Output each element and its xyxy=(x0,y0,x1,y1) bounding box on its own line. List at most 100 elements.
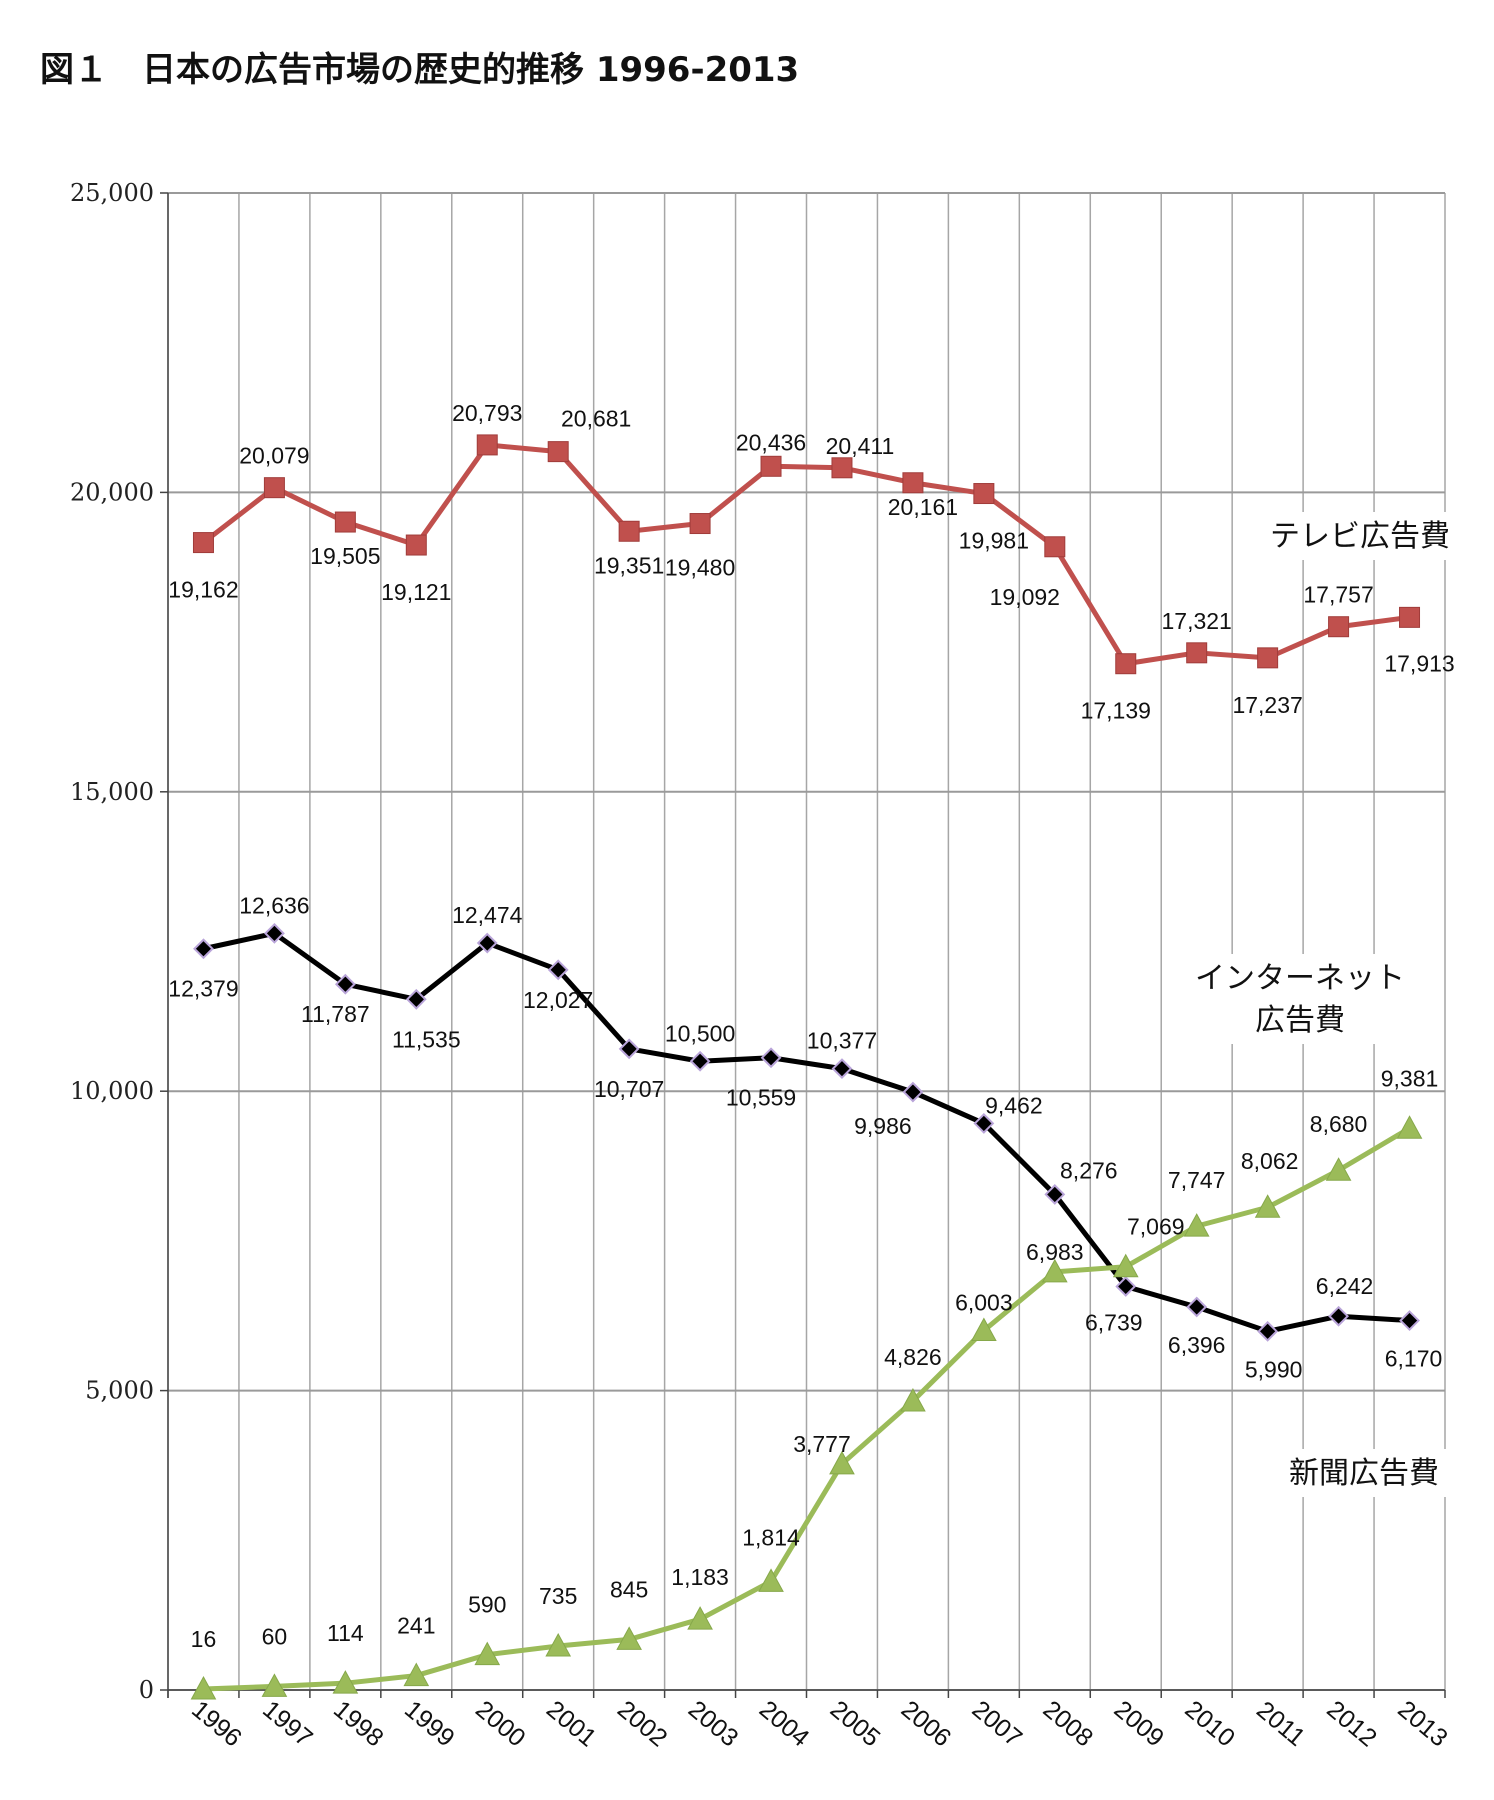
x-tick-label: 1996 xyxy=(186,1695,247,1752)
internet-point-1998 xyxy=(332,1670,359,1694)
internet-point-2010 xyxy=(1183,1213,1210,1237)
x-tick-label: 1997 xyxy=(257,1695,318,1752)
tv-data-label-2009: 17,139 xyxy=(1081,698,1151,724)
tv-point-2009 xyxy=(1115,653,1137,675)
internet-series-label: インターネット xyxy=(1195,961,1405,996)
newspaper-data-label-1999: 11,535 xyxy=(392,1026,461,1052)
tv-point-2010 xyxy=(1186,642,1208,664)
newspaper-data-label-2002: 10,707 xyxy=(594,1076,664,1102)
internet-point-2013 xyxy=(1396,1115,1423,1139)
internet-data-label-1999: 241 xyxy=(397,1613,435,1639)
internet-point-2012 xyxy=(1325,1157,1352,1181)
x-tick-label: 2003 xyxy=(683,1695,744,1752)
tv-data-label-2004: 20,436 xyxy=(736,429,806,455)
tv-data-label-2011: 17,237 xyxy=(1232,692,1302,718)
tv-point-2012 xyxy=(1328,616,1350,638)
internet-data-label-2002: 845 xyxy=(610,1576,648,1602)
tv-data-label-2001: 20,681 xyxy=(561,406,631,432)
grid xyxy=(160,192,1446,1698)
newspaper-data-label-2006: 9,986 xyxy=(854,1113,912,1139)
newspaper-data-label-2010: 6,396 xyxy=(1168,1332,1226,1358)
newspaper-data-label-2000: 12,474 xyxy=(452,902,523,928)
x-tick-label: 2010 xyxy=(1180,1695,1241,1752)
tv-point-2007 xyxy=(973,483,995,505)
internet-data-label-2011: 8,062 xyxy=(1241,1148,1299,1174)
y-tick-label: 20,000 xyxy=(70,478,154,506)
tv-data-label-1996: 19,162 xyxy=(168,577,238,603)
x-tick-label: 2002 xyxy=(612,1695,673,1752)
internet-point-2002 xyxy=(616,1626,642,1650)
newspaper-data-label-2003: 10,500 xyxy=(665,1020,735,1046)
newspaper-data-label-2012: 6,242 xyxy=(1316,1273,1374,1299)
internet-point-2003 xyxy=(687,1606,713,1630)
series-markers xyxy=(190,434,1423,1700)
newspaper-point-2012 xyxy=(1328,1305,1349,1327)
y-tick-label: 15,000 xyxy=(70,778,154,806)
tv-point-2002 xyxy=(618,520,640,542)
internet-data-label-2000: 590 xyxy=(468,1592,506,1618)
internet-series-line xyxy=(203,1126,1411,1692)
figure-title: 図１ 日本の広告市場の歴史的推移 1996-2013 xyxy=(40,50,800,90)
newspaper-point-2001 xyxy=(547,959,569,981)
newspaper-data-label-2001: 12,027 xyxy=(523,987,593,1013)
x-tick-label: 2008 xyxy=(1038,1695,1099,1752)
newspaper-data-label-2007: 9,462 xyxy=(985,1092,1043,1118)
internet-point-1999 xyxy=(403,1662,430,1687)
internet-data-label-2006: 4,826 xyxy=(884,1344,942,1370)
internet-point-2008 xyxy=(1041,1258,1068,1283)
newspaper-point-2009 xyxy=(1115,1276,1137,1297)
newspaper-point-2002 xyxy=(618,1038,640,1060)
internet-data-label-1997: 60 xyxy=(262,1623,288,1649)
internet-point-2005 xyxy=(829,1450,855,1475)
tv-data-label-2000: 20,793 xyxy=(452,400,522,426)
y-tick-label: 10,000 xyxy=(70,1077,154,1105)
newspaper-point-2005 xyxy=(831,1058,853,1080)
tv-data-label-2013: 17,913 xyxy=(1384,650,1454,676)
tv-data-label-2010: 17,321 xyxy=(1162,608,1232,634)
internet-data-label-1996: 16 xyxy=(191,1626,217,1652)
x-tick-label: 2007 xyxy=(967,1695,1028,1752)
internet-data-label-1998: 114 xyxy=(327,1620,364,1646)
x-tick-label: 2004 xyxy=(754,1695,815,1752)
newspaper-point-2006 xyxy=(902,1081,924,1103)
newspaper-data-label-2005: 10,377 xyxy=(807,1028,877,1054)
tv-point-2000 xyxy=(476,434,498,456)
internet-data-label-2013: 9,381 xyxy=(1381,1065,1439,1091)
newspaper-point-2011 xyxy=(1257,1320,1279,1342)
internet-point-2011 xyxy=(1254,1194,1281,1218)
internet-point-2006 xyxy=(900,1387,926,1412)
tv-data-label-2012: 17,757 xyxy=(1303,582,1373,608)
internet-data-label-2010: 7,747 xyxy=(1168,1167,1226,1193)
newspaper-point-1999 xyxy=(405,988,427,1010)
tv-point-2013 xyxy=(1399,606,1421,628)
newspaper-data-label-2011: 5,990 xyxy=(1245,1356,1303,1382)
internet-point-2004 xyxy=(758,1568,784,1592)
internet-series-label-background xyxy=(1187,954,1413,1044)
newspaper-point-1998 xyxy=(334,973,356,995)
x-axis: 1996 1997 1998 1999 2000 2001 2002 2003 2004 2005… xyxy=(186,1695,1453,1752)
y-tick-label: 25,000 xyxy=(70,179,154,207)
internet-data-label-2003: 1,183 xyxy=(671,1564,729,1590)
tv-point-1999 xyxy=(405,534,427,556)
x-tick-label: 2005 xyxy=(825,1695,886,1752)
tv-point-2001 xyxy=(547,441,569,463)
series-lines xyxy=(201,442,1411,1692)
x-tick-label: 2009 xyxy=(1109,1695,1170,1752)
tv-point-2011 xyxy=(1257,647,1279,669)
tv-point-2004 xyxy=(760,455,782,477)
internet-series-label: 広告費 xyxy=(1255,1003,1345,1038)
y-tick-label: 5,000 xyxy=(85,1377,154,1405)
internet-data-label-2004: 1,814 xyxy=(742,1524,800,1550)
newspaper-series-label-background xyxy=(1281,1449,1447,1497)
internet-data-label-2008: 6,983 xyxy=(1026,1239,1084,1265)
internet-point-1996 xyxy=(190,1675,217,1700)
newspaper-point-2013 xyxy=(1399,1310,1420,1331)
tv-data-label-2007: 19,981 xyxy=(959,528,1029,554)
internet-point-2007 xyxy=(971,1317,997,1342)
tv-point-1996 xyxy=(192,532,214,554)
internet-point-1997 xyxy=(261,1673,288,1697)
newspaper-series-label: 新聞広告費 xyxy=(1289,1456,1439,1491)
